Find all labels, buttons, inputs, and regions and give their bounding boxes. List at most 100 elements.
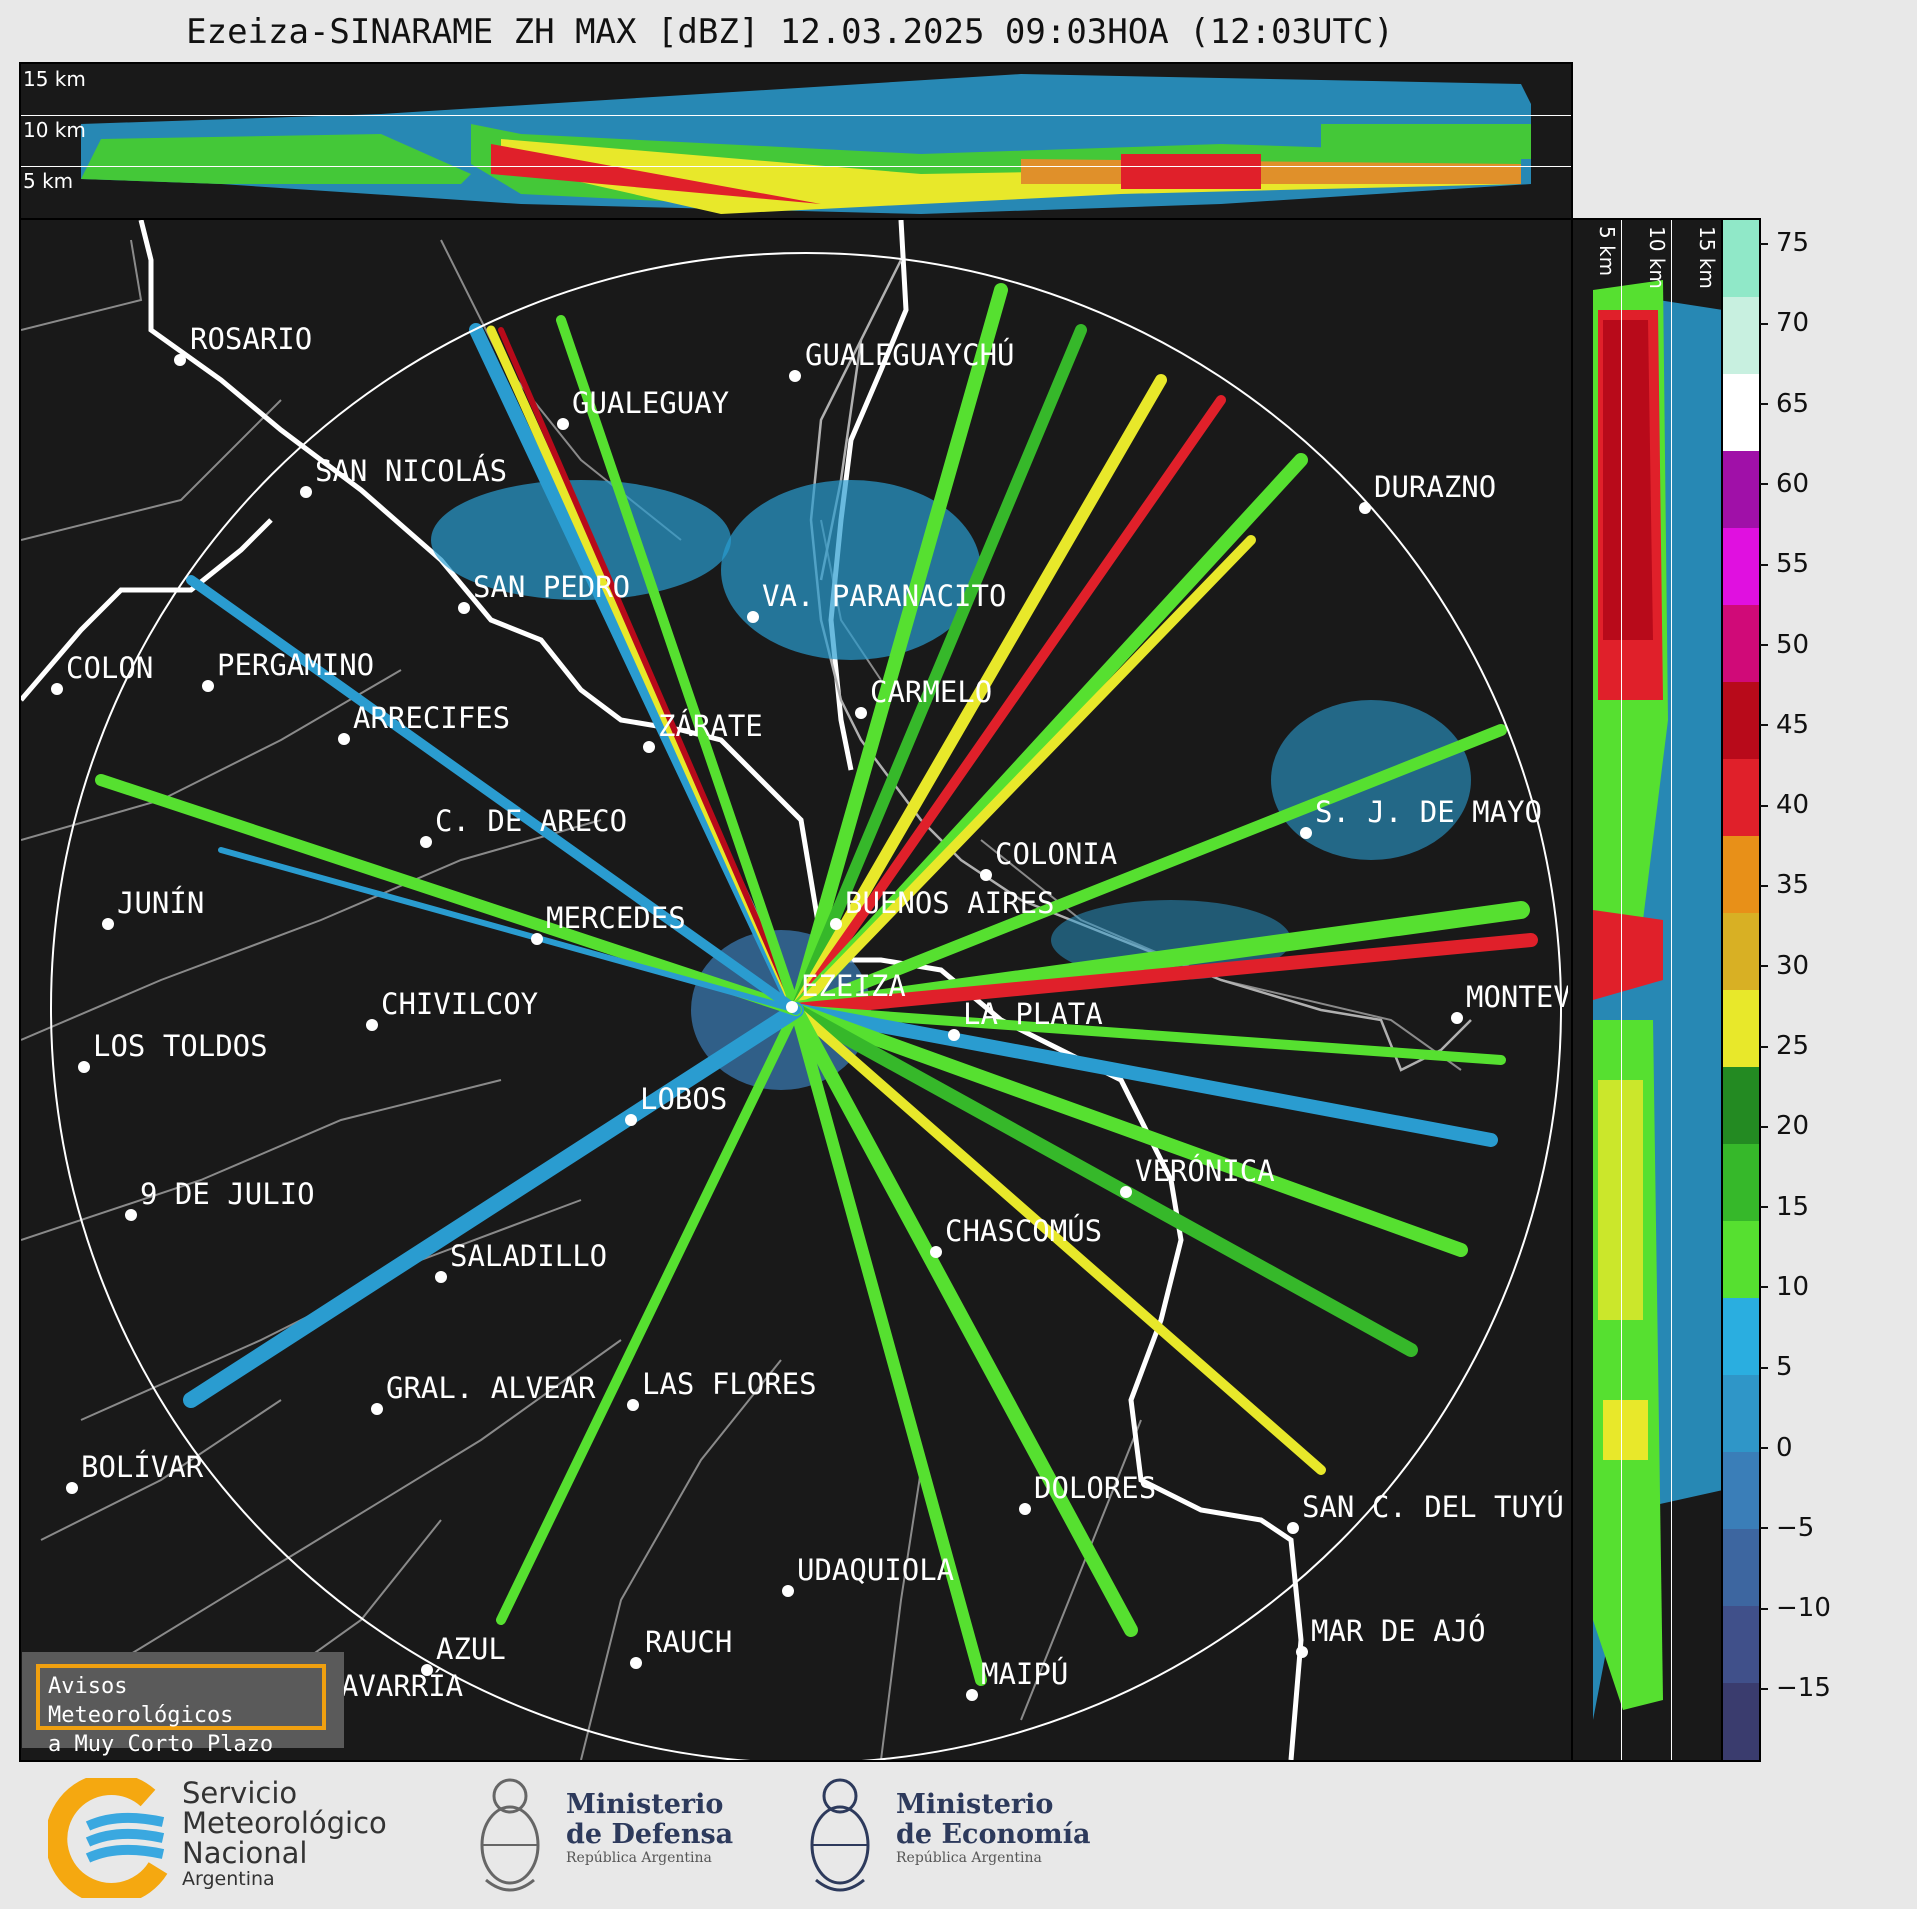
colorbar-tick-label: 75 bbox=[1760, 228, 1809, 258]
city-label-pergamino: PERGAMINO bbox=[217, 648, 375, 682]
city-dot-colon bbox=[51, 683, 63, 695]
colorbar-tick-label: 5 bbox=[1760, 1352, 1793, 1382]
colorbar-tick-mark bbox=[1760, 1527, 1768, 1530]
colorbar-tick-mark bbox=[1760, 1366, 1768, 1369]
radar-echoes bbox=[95, 283, 1538, 1686]
city-dot-san-nicolas bbox=[300, 486, 312, 498]
smn-line2: Meteorológico bbox=[182, 1806, 387, 1840]
city-label-colonia: COLONIA bbox=[995, 837, 1118, 871]
city-dot-azul bbox=[421, 1664, 433, 1676]
city-dot-junin bbox=[102, 918, 114, 930]
colorbar-tick-mark bbox=[1760, 483, 1768, 486]
city-label-carmelo: CARMELO bbox=[870, 675, 993, 709]
city-label-9-de-julio: 9 DE JULIO bbox=[140, 1177, 315, 1211]
colorbar-tick-text: 0 bbox=[1776, 1432, 1793, 1463]
city-label-montevideo: MONTEVIDEO bbox=[1466, 980, 1568, 1014]
colorbar-tick-text: 35 bbox=[1776, 870, 1810, 901]
footer-logos: Servicio Meteorológico Nacional Argentin… bbox=[0, 1760, 1917, 1909]
notice-line1: Avisos Meteorológicos bbox=[48, 1674, 234, 1728]
colorbar-tick-label: 25 bbox=[1760, 1031, 1809, 1061]
notice-box: Avisos Meteorológicos a Muy Corto Plazo bbox=[22, 1652, 344, 1757]
colorbar-tick-text: 60 bbox=[1776, 468, 1810, 499]
city-label-gualeguaychu: GUALEGUAYCHÚ bbox=[805, 338, 1015, 372]
city-label-maipu: MAIPÚ bbox=[981, 1657, 1069, 1691]
city-label-mercedes: MERCEDES bbox=[546, 901, 686, 935]
colorbar-tick-text: 45 bbox=[1776, 709, 1810, 740]
colorbar-tick-text: 20 bbox=[1776, 1111, 1810, 1142]
city-dot-los-toldos bbox=[78, 1061, 90, 1073]
city-label-arrecifes: ARRECIFES bbox=[353, 701, 511, 735]
city-dot-la-plata bbox=[948, 1029, 960, 1041]
economia-text: Ministerio de Economía República Argenti… bbox=[896, 1789, 1091, 1867]
colorbar-tick-text: 15 bbox=[1776, 1191, 1810, 1222]
colorbar-tick-label: 15 bbox=[1760, 1192, 1809, 1222]
colorbar-tick-mark bbox=[1760, 724, 1768, 727]
colorbar-tick-mark bbox=[1760, 563, 1768, 566]
colorbar-tick-label: 65 bbox=[1760, 389, 1809, 419]
city-dot-rauch bbox=[630, 1657, 642, 1669]
city-label-las-flores: LAS FLORES bbox=[642, 1367, 817, 1401]
right-15km-label: 15 km bbox=[1695, 226, 1719, 289]
city-dot-buenos-aires bbox=[830, 918, 842, 930]
city-dot-rosario bbox=[174, 354, 186, 366]
city-dot-durazno bbox=[1359, 502, 1371, 514]
colorbar-tick-text: 5 bbox=[1776, 1352, 1793, 1383]
city-dot-ezeiza bbox=[786, 1001, 798, 1013]
economia-line2: de Economía bbox=[896, 1819, 1091, 1850]
city-label-udaquiola: UDAQUIOLA bbox=[797, 1553, 955, 1587]
defensa-line3: República Argentina bbox=[566, 1850, 712, 1866]
colorbar-tick-text: 30 bbox=[1776, 950, 1810, 981]
city-label-sj-de-mayo: S. J. DE MAYO bbox=[1315, 795, 1542, 829]
colorbar-tick-mark bbox=[1760, 1607, 1768, 1610]
notice-border: Avisos Meteorológicos a Muy Corto Plazo bbox=[36, 1664, 326, 1757]
smn-line1: Servicio bbox=[182, 1776, 298, 1810]
colorbar-tick-mark bbox=[1760, 322, 1768, 325]
city-dot-chivilcoy bbox=[366, 1019, 378, 1031]
right-10km-label: 10 km bbox=[1645, 226, 1669, 289]
colorbar-tick-label: 20 bbox=[1760, 1111, 1809, 1141]
city-label-buenos-aires: BUENOS AIRES bbox=[845, 886, 1055, 920]
notice-line2: a Muy Corto Plazo bbox=[48, 1732, 274, 1757]
colorbar-tick-label: 45 bbox=[1760, 710, 1809, 740]
economia-line3: República Argentina bbox=[896, 1850, 1042, 1866]
city-label-colon: COLON bbox=[66, 651, 154, 685]
colorbar-tick-mark bbox=[1760, 884, 1768, 887]
city-dot-montevideo bbox=[1451, 1012, 1463, 1024]
smn-line4: Argentina bbox=[182, 1868, 275, 1890]
defensa-line1: Ministerio bbox=[566, 1789, 724, 1820]
city-dot-gualeguay bbox=[557, 418, 569, 430]
colorbar-tick-text: 10 bbox=[1776, 1271, 1810, 1302]
colorbar-tick-mark bbox=[1760, 1045, 1768, 1048]
city-label-zarate: ZÁRATE bbox=[658, 709, 763, 743]
city-label-lobos: LOBOS bbox=[640, 1082, 728, 1116]
city-label-chascomus: CHASCOMÚS bbox=[945, 1214, 1103, 1248]
colorbar-tick-mark bbox=[1760, 965, 1768, 968]
defensa-text: Ministerio de Defensa República Argentin… bbox=[566, 1789, 733, 1867]
city-dot-arrecifes bbox=[338, 733, 350, 745]
city-dot-san-c-del-tuyu bbox=[1287, 1522, 1299, 1534]
colorbar-tick-label: −5 bbox=[1760, 1513, 1814, 1543]
radar-map-graphics bbox=[21, 220, 1562, 1760]
city-label-saladillo: SALADILLO bbox=[450, 1239, 608, 1273]
colorbar-tick-label: 35 bbox=[1760, 870, 1809, 900]
city-label-rosario: ROSARIO bbox=[190, 322, 313, 356]
colorbar-tick-text: −10 bbox=[1776, 1593, 1831, 1624]
city-label-azul: AZUL bbox=[436, 1632, 506, 1666]
right-cross-section-echo bbox=[1593, 280, 1723, 1720]
colorbar-tick-mark bbox=[1760, 804, 1768, 807]
economia-line1: Ministerio bbox=[896, 1789, 1054, 1820]
colorbar-tick-text: 75 bbox=[1776, 228, 1810, 258]
colorbar-tick-label: 10 bbox=[1760, 1272, 1809, 1302]
colorbar-tick-text: 70 bbox=[1776, 308, 1810, 339]
city-label-gral-alvear: GRAL. ALVEAR bbox=[386, 1371, 596, 1405]
map-title: Ezeiza-SINARAME ZH MAX [dBZ] 12.03.2025 … bbox=[186, 12, 1394, 52]
colorbar-tick-mark bbox=[1760, 1447, 1768, 1449]
city-label-los-toldos: LOS TOLDOS bbox=[93, 1029, 268, 1063]
colorbar-tick-text: −15 bbox=[1776, 1673, 1831, 1704]
city-dot-saladillo bbox=[435, 1271, 447, 1283]
city-label-bolivar: BOLÍVAR bbox=[81, 1450, 204, 1484]
city-dot-colonia bbox=[980, 869, 992, 881]
city-dot-maipu bbox=[966, 1689, 978, 1701]
colorbar-tick-label: 30 bbox=[1760, 951, 1809, 981]
radar-map-panel bbox=[19, 218, 1573, 1762]
